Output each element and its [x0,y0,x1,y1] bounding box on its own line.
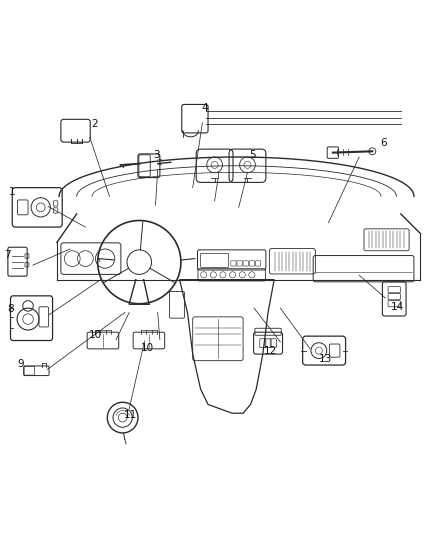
Text: 11: 11 [124,409,137,419]
Text: 3: 3 [153,150,160,160]
Text: 9: 9 [18,359,25,369]
Text: 1: 1 [9,187,16,197]
Text: 5: 5 [249,150,256,160]
Text: 10: 10 [89,330,102,340]
Text: 2: 2 [91,119,98,129]
Text: 8: 8 [7,304,14,314]
Text: 6: 6 [380,138,387,148]
Text: 12: 12 [264,346,277,357]
Text: 7: 7 [4,249,11,260]
Text: 14: 14 [391,302,404,312]
Text: 4: 4 [201,103,208,113]
Text: 13: 13 [318,354,332,365]
Text: 10: 10 [141,343,154,352]
